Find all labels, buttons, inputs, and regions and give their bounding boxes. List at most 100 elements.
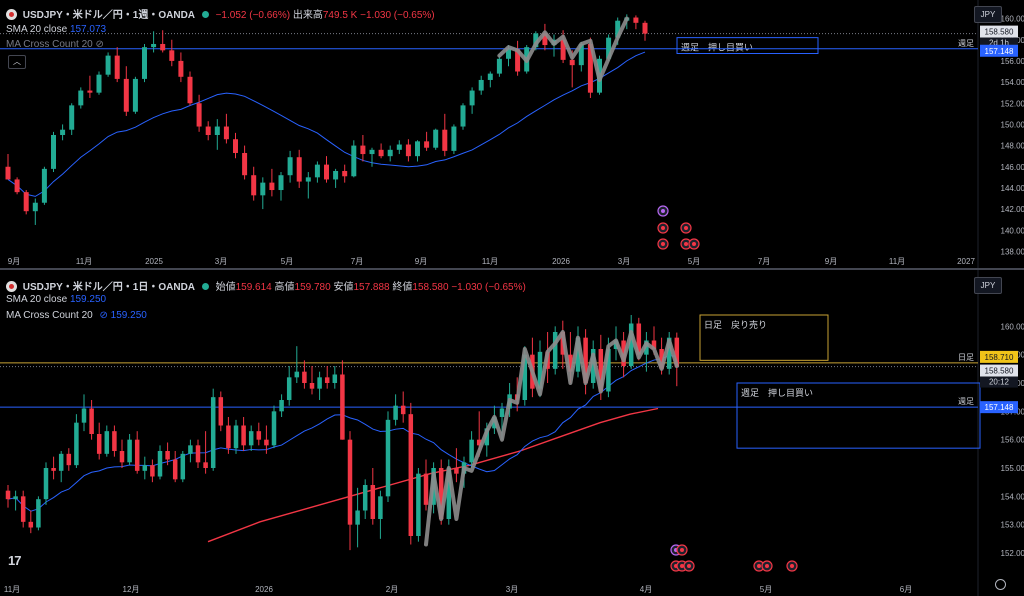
candle-body: [674, 337, 680, 367]
weekly-change: −1.052 (−0.66%): [215, 10, 291, 21]
candle-body: [96, 434, 102, 454]
candle-body: [127, 439, 132, 463]
daily-chart-canvas[interactable]: 160.000159.000158.000157.000156.000155.0…: [0, 270, 1024, 596]
candle-body: [279, 400, 284, 412]
chevron-up-icon[interactable]: ︿: [8, 55, 26, 69]
candle-body: [269, 182, 275, 191]
candle-body: [132, 78, 138, 112]
weekly-price-tag-text: 158.580: [985, 28, 1014, 37]
daily-sell-zone-label: 日足 戻り売り: [704, 319, 767, 330]
candle-body: [81, 408, 87, 423]
weekly-level-tag: [980, 44, 1018, 57]
event-marker-dot: [687, 564, 691, 568]
candle-body: [659, 349, 664, 369]
candle-body: [598, 349, 604, 392]
daily-level-tag: [980, 401, 1018, 414]
daily-chart-pane[interactable]: 160.000159.000158.000157.000156.000155.0…: [0, 270, 1024, 596]
daily-resistance-level-tag: 日足: [958, 353, 974, 362]
weekly-legend-header: USDJPY・米ドル／円・1週・OANDA −1.052 (−0.66%) 出来…: [6, 6, 435, 21]
candle-body: [362, 485, 368, 511]
candle-body: [370, 485, 376, 519]
candle-body: [278, 175, 284, 191]
candle-body: [271, 411, 277, 446]
candle-body: [378, 496, 383, 519]
x-tick-label: 3月: [506, 585, 518, 594]
x-tick-label: 5月: [688, 257, 700, 266]
daily-gold-tag-text: 158.710: [985, 353, 1014, 362]
close-value: 158.580: [412, 282, 449, 293]
candle-body: [165, 451, 170, 460]
x-tick-label: 11月: [482, 257, 498, 266]
candle-body: [223, 126, 229, 140]
candle-body: [324, 377, 330, 383]
close-label: 終値: [392, 282, 413, 293]
weekly-buy-zone-label: 週足 押し目買い: [681, 42, 753, 53]
candle-body: [636, 323, 642, 355]
weekly-volume-value: 749.5 K: [322, 10, 358, 21]
weekly-sma-legend[interactable]: SMA 20 close 157.073: [6, 24, 106, 35]
candle-body: [119, 451, 125, 463]
daily-sma-legend[interactable]: SMA 20 close 159.250: [6, 294, 106, 305]
daily-sma-value: 159.250: [69, 294, 107, 305]
weekly-volume-change: −1.030 (−0.65%): [360, 10, 435, 21]
candle-body: [393, 405, 398, 420]
weekly-chart-pane[interactable]: 160.000158.000156.000154.000152.000150.0…: [0, 0, 1024, 270]
y-tick-label: 142.000: [1001, 205, 1024, 214]
candle-body: [294, 371, 300, 378]
y-tick-label: 152.000: [1001, 99, 1024, 108]
event-marker-dot: [684, 226, 688, 230]
candle-body: [5, 166, 11, 180]
daily-price-tag-countdown: 20:12: [989, 378, 1010, 387]
x-tick-label: 11月: [889, 257, 905, 266]
daily-symbol-title[interactable]: USDJPY・米ドル／円・1日・OANDA: [22, 282, 196, 293]
candle-body: [385, 419, 391, 497]
candle-body: [442, 129, 448, 151]
candle-body: [41, 168, 47, 203]
event-marker-dot: [661, 209, 665, 213]
candle-body: [114, 55, 120, 79]
weekly-chart-canvas[interactable]: 160.000158.000156.000154.000152.000150.0…: [0, 0, 1024, 268]
low-value: 157.888: [353, 282, 390, 293]
y-tick-label: 153.000: [1001, 521, 1024, 530]
candle-body: [32, 202, 38, 212]
weekly-currency-selector[interactable]: JPY: [974, 6, 1002, 23]
y-tick-label: 156.000: [1001, 57, 1024, 66]
candle-body: [142, 465, 148, 471]
candle-body: [476, 439, 482, 446]
weekly-symbol-title[interactable]: USDJPY・米ドル／円・1週・OANDA: [22, 10, 196, 21]
daily-currency-selector[interactable]: JPY: [974, 277, 1002, 294]
eye-hidden-icon[interactable]: ⊘: [95, 39, 104, 50]
candle-body: [150, 465, 155, 477]
candle-body: [446, 468, 452, 519]
candle-body: [666, 337, 672, 369]
candle-body: [203, 462, 208, 468]
x-tick-label: 2月: [386, 585, 398, 594]
candle-body: [416, 473, 421, 536]
candle-body: [105, 55, 111, 75]
candle-body: [499, 408, 505, 417]
market-open-icon: [201, 11, 209, 18]
weekly-sma-value: 157.073: [69, 24, 107, 35]
x-tick-label: 7月: [351, 257, 363, 266]
candle-body: [644, 340, 649, 355]
candle-body: [460, 105, 466, 127]
candle-body: [74, 422, 79, 466]
candle-body: [506, 49, 511, 59]
candle-body: [438, 468, 444, 519]
candle-body: [248, 431, 254, 446]
x-tick-label: 9月: [8, 257, 20, 266]
candle-body: [188, 445, 193, 454]
y-tick-label: 160.000: [1001, 15, 1024, 24]
candle-body: [196, 103, 202, 127]
y-tick-label: 154.000: [1001, 492, 1024, 501]
candle-body: [642, 22, 648, 34]
y-tick-label: 156.000: [1001, 436, 1024, 445]
weekly-macc-legend[interactable]: MA Cross Count 20 ⊘: [6, 39, 104, 50]
x-tick-label: 9月: [825, 257, 837, 266]
settings-icon[interactable]: [995, 579, 1006, 590]
y-tick-label: 146.000: [1001, 163, 1024, 172]
daily-macc-legend[interactable]: MA Cross Count 20 ⊘ 159.250: [6, 310, 147, 321]
candle-body: [340, 374, 345, 440]
candle-body: [210, 397, 216, 468]
x-tick-label: 2026: [255, 585, 273, 594]
